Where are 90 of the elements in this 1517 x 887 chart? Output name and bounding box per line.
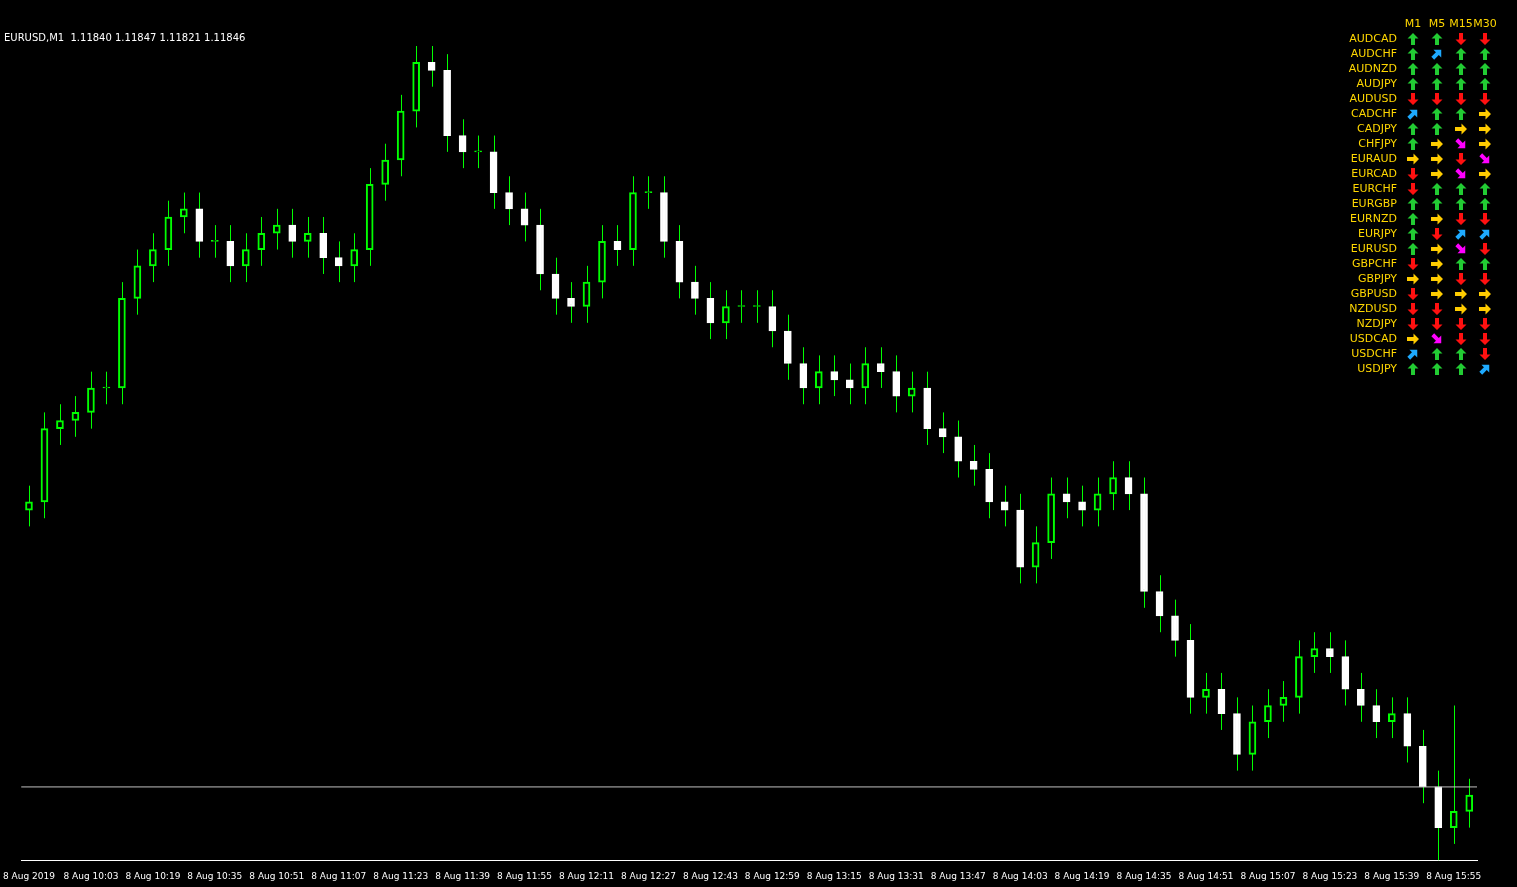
candlestick [861, 346, 870, 405]
candlestick [1109, 460, 1117, 511]
x-tick-label: 8 Aug 12:27 [620, 870, 676, 881]
category-label: USDCAD [1349, 332, 1397, 345]
candlestick [149, 232, 157, 283]
candlestick [303, 216, 312, 259]
candlestick [102, 371, 111, 405]
x-tick-label: 8 Aug 14:19 [1054, 870, 1110, 881]
category-label: CADJPY [1356, 122, 1397, 135]
candlestick [56, 403, 64, 446]
category-label: AUDCAD [1349, 32, 1397, 45]
x-tick-label: 8 Aug 10:35 [187, 870, 243, 881]
x-tick-label: 8 Aug 12:11 [559, 870, 614, 881]
category-label: EURAUD [1350, 152, 1397, 165]
category-label: CHFJPY [1358, 137, 1397, 150]
candlestick [1465, 778, 1474, 829]
candlestick [830, 354, 839, 397]
category-label: GBPJPY [1357, 272, 1397, 285]
x-tick-label: 8 Aug 11:07 [311, 870, 367, 881]
candlestick [938, 411, 947, 454]
category-label: M30 [1473, 16, 1497, 31]
category-label: EURCHF [1352, 182, 1397, 195]
candlestick [722, 289, 730, 340]
x-tick-label: 8 Aug 10:03 [63, 870, 119, 881]
category-label: NZDUSD [1349, 302, 1397, 315]
candlestick [87, 371, 95, 430]
candlestick [845, 363, 854, 405]
category-label: AUDJPY [1356, 77, 1397, 90]
candlestick [272, 208, 281, 251]
x-tick-label: 8 Aug 12:59 [744, 870, 801, 881]
x-tick-label: 8 Aug 13:15 [806, 870, 862, 881]
x-tick-label: 8 Aug 15:07 [1240, 870, 1296, 881]
category-label: EURJPY [1358, 227, 1397, 240]
candlestick [1387, 696, 1396, 739]
candlestick [1357, 672, 1365, 723]
x-tick-label: 8 Aug 10:51 [249, 870, 305, 881]
category-label: EURNZD [1350, 212, 1397, 225]
candlestick [691, 265, 699, 316]
x-tick-label: 8 Aug 14:35 [1116, 870, 1172, 881]
category-label: GBPUSD [1350, 287, 1397, 300]
x-tick-label: 8 Aug 15:23 [1302, 870, 1358, 881]
candlestick [954, 420, 963, 479]
category-label: USDJPY [1357, 362, 1397, 375]
candlestick [1449, 705, 1458, 845]
x-tick-label: 8 Aug 14:03 [992, 870, 1048, 881]
x-tick-label: 8 Aug 14:51 [1178, 870, 1234, 881]
category-label: EURGBP [1351, 197, 1397, 210]
x-tick-label: 8 Aug 13:47 [930, 870, 986, 881]
candlestick [257, 216, 266, 267]
candlestick [505, 175, 513, 226]
candlestick [334, 240, 343, 283]
candlestick [241, 232, 250, 283]
category-label: NZDJPY [1356, 317, 1397, 330]
category-label: AUDCHF [1350, 47, 1397, 60]
x-tick-label: 8 Aug 11:39 [435, 870, 491, 881]
candlestick [892, 354, 901, 413]
candlestick [474, 135, 482, 169]
category-label: M15 [1449, 16, 1473, 31]
candlestick [319, 216, 328, 275]
candlestick [1264, 688, 1272, 739]
candlestick [226, 224, 235, 283]
candlestick [288, 208, 297, 259]
candlestick [1171, 599, 1179, 658]
category-label: CADCHF [1351, 107, 1397, 120]
x-tick-label: 8 Aug 15:39 [1364, 870, 1420, 881]
candlestick [814, 354, 823, 405]
category-label: M1 [1403, 16, 1423, 31]
candlestick [350, 232, 359, 283]
x-tick-label: 8 Aug 11:55 [497, 870, 553, 881]
candlestick [567, 281, 575, 324]
category-label: M5 [1427, 16, 1447, 31]
candlestick [799, 346, 808, 405]
candlestick [876, 346, 885, 389]
x-tick-label: 8 Aug 12:43 [682, 870, 738, 881]
category-label: AUDNZD [1348, 62, 1397, 75]
candlestick [1326, 631, 1334, 674]
candlestick [381, 143, 390, 202]
category-label: AUDUSD [1349, 92, 1397, 105]
x-tick-label: 8 Aug 2019 [3, 870, 56, 881]
category-label: GBPCHF [1352, 257, 1397, 270]
category-label: EURUSD [1350, 242, 1397, 255]
candlestick [1202, 672, 1210, 715]
x-tick-label: 8 Aug 15:55 [1426, 870, 1482, 881]
candlestick [969, 444, 978, 487]
x-tick-label: 8 Aug 10:19 [125, 870, 181, 881]
x-tick-label: 8 Aug 13:31 [868, 870, 924, 881]
category-label: EURCAD [1351, 167, 1397, 180]
category-label: USDCHF [1351, 347, 1397, 360]
chart-title: EURUSD,M1 1.11840 1.11847 1.11821 1.11846 [4, 31, 246, 43]
x-tick-label: 8 Aug 11:23 [373, 870, 429, 881]
